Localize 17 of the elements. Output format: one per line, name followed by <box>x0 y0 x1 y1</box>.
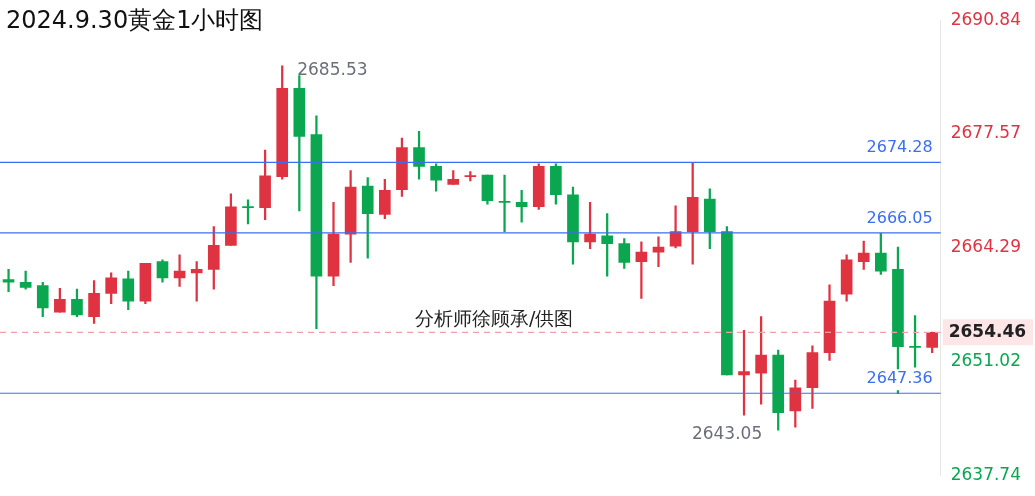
y-tick-label: 2651.02 <box>950 350 1022 371</box>
ref-line-label: 2674.28 <box>866 137 933 157</box>
annotation: 2643.05 <box>691 422 763 443</box>
candlestick <box>635 241 648 299</box>
ref-line-label: 2647.36 <box>866 368 933 388</box>
annotation: 2685.53 <box>297 59 368 80</box>
y-tick-label: 2677.57 <box>950 122 1022 143</box>
candlestick <box>2 269 15 292</box>
candlestick <box>498 174 511 232</box>
candlestick <box>652 236 665 268</box>
annotation: 分析师徐顾承/供图 <box>415 306 574 331</box>
y-tick-label: 2637.74 <box>950 464 1022 485</box>
y-tick-label: 2664.29 <box>950 236 1022 257</box>
y-tick-label: 2690.84 <box>950 8 1022 29</box>
ref-line-label: 2666.05 <box>866 208 933 228</box>
ref-line-label: 2654.46 <box>948 320 1027 341</box>
chart-title: 2024.9.30黄金1小时图 <box>6 5 264 36</box>
